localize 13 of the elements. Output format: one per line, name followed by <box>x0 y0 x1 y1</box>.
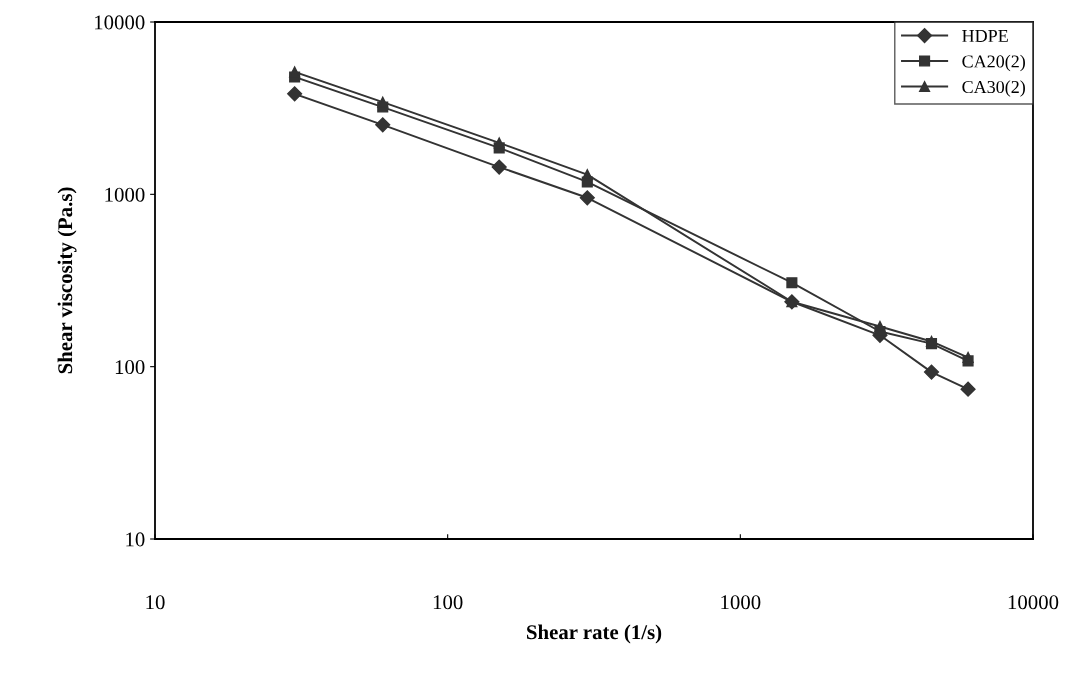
x-tick-label: 10 <box>146 595 165 610</box>
y-tick-label: 10000 <box>95 15 145 30</box>
y-tick-label: 100 <box>115 360 145 375</box>
y-axis-title: Shear viscosity (Pa.s) <box>57 187 77 374</box>
legend-label: HDPE <box>962 30 1008 42</box>
y-tick-label: 10 <box>126 532 145 547</box>
x-tick-label: 10000 <box>1008 595 1059 610</box>
x-tick-label: 100 <box>433 595 463 610</box>
legend-label: CA30(2) <box>962 80 1025 97</box>
x-axis-title: Shear rate (1/s) <box>527 624 662 644</box>
x-tick-label: 1000 <box>721 595 761 610</box>
legend-label: CA20(2) <box>962 54 1025 72</box>
y-tick-label: 1000 <box>105 187 145 202</box>
